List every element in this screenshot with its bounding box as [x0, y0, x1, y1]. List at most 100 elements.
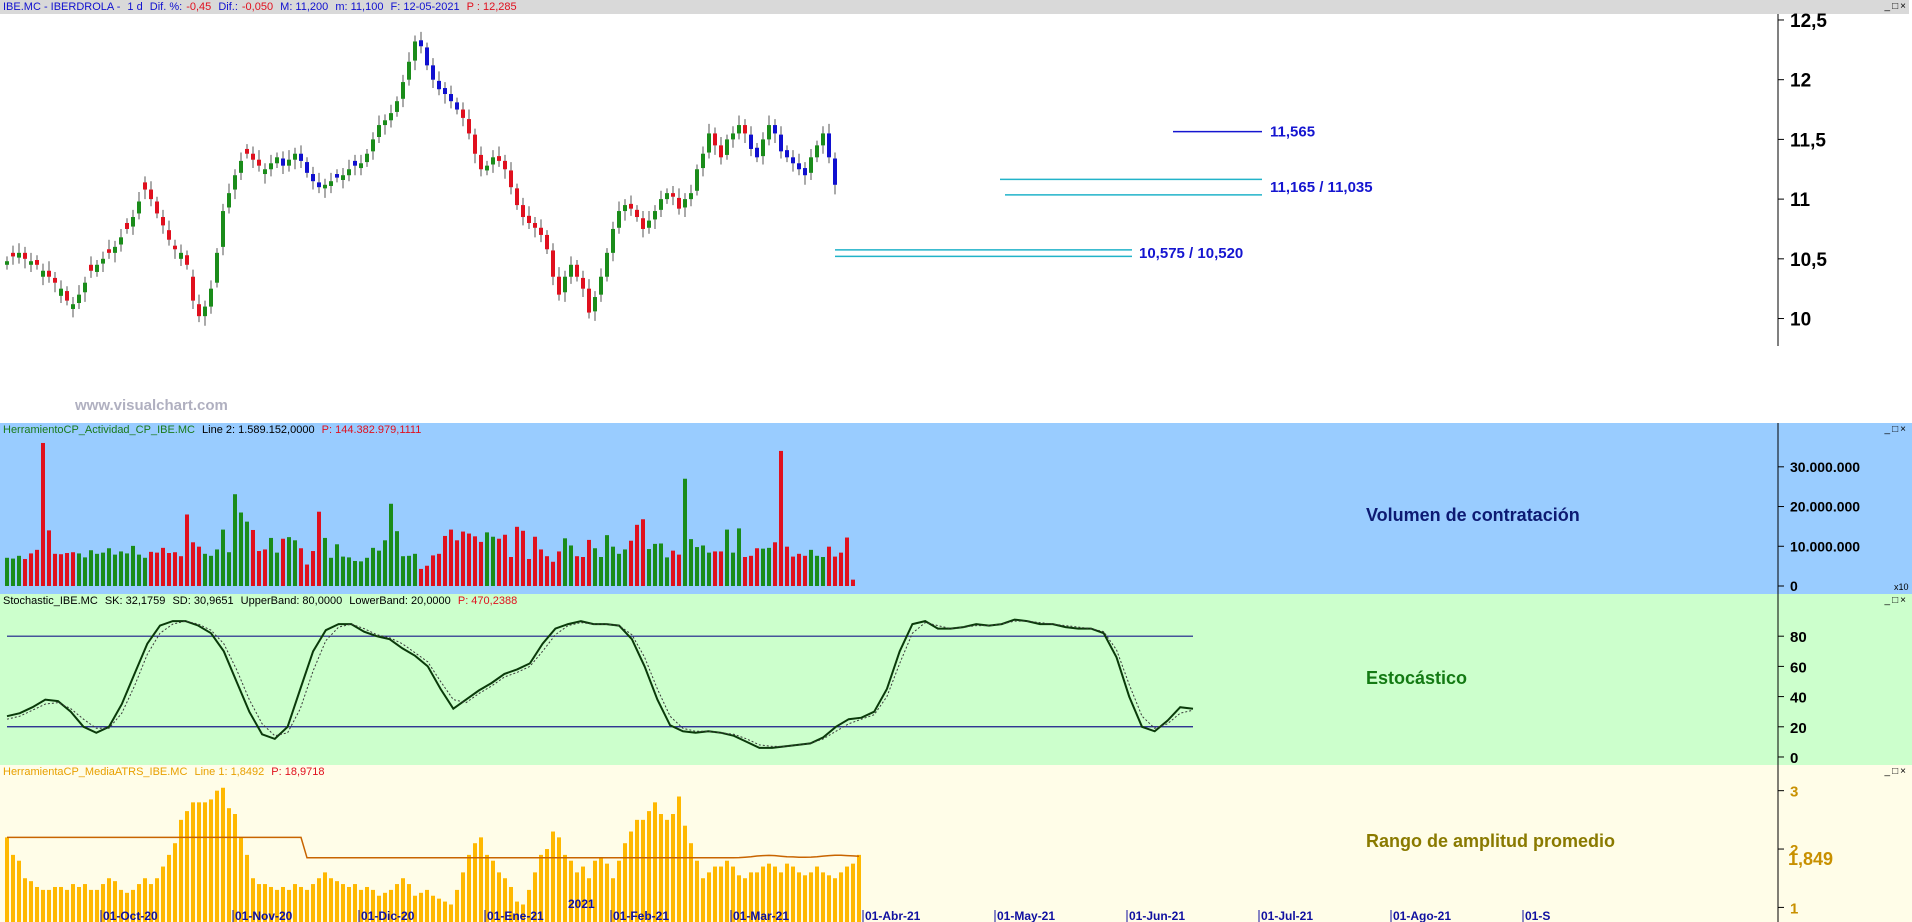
volume-bar: [767, 547, 771, 586]
candle-body: [329, 181, 333, 186]
volume-bar: [5, 557, 9, 586]
volume-bar: [167, 553, 171, 586]
candle-body: [509, 170, 513, 188]
level-label-low: 10,575 / 10,520: [1139, 245, 1243, 262]
volume-bar: [353, 560, 357, 586]
atr-bar: [497, 872, 501, 922]
volume-bar: [707, 552, 711, 586]
stochastic-p-value: P: 470,2388: [457, 595, 518, 607]
atr-bar: [593, 860, 597, 922]
stochastic-y-tick-label: 60: [1790, 659, 1807, 676]
atr-bar: [707, 872, 711, 922]
atr-bar: [149, 884, 153, 922]
atr-bar: [47, 889, 51, 922]
candle-body: [179, 252, 183, 259]
volume-bar: [203, 553, 207, 586]
atr-bar: [569, 860, 573, 922]
x-tick-label: 01-May-21: [997, 909, 1055, 922]
candle-body: [659, 199, 663, 210]
volume-bar: [779, 450, 783, 586]
atr-bar: [827, 875, 831, 922]
candle-body: [95, 264, 99, 272]
atr-bar: [53, 886, 57, 922]
volume-bar: [605, 535, 609, 586]
volume-bar: [221, 529, 225, 586]
candle-body: [347, 169, 351, 176]
atr-bar: [119, 889, 123, 922]
volume-bar: [389, 503, 393, 586]
candle-body: [593, 297, 597, 312]
volume-bar: [785, 546, 789, 586]
volume-bar: [413, 553, 417, 586]
atr-bar: [713, 866, 717, 922]
atr-bar: [167, 854, 171, 922]
candle-body: [689, 193, 693, 200]
volume-bar: [677, 554, 681, 586]
candle-body: [641, 218, 645, 229]
atr-bar: [539, 854, 543, 922]
atr-bar: [695, 860, 699, 922]
volume-bar: [407, 555, 411, 586]
atr-bar: [575, 872, 579, 922]
volume-bar: [311, 551, 315, 586]
atr-y-tick-label: 3: [1790, 784, 1798, 801]
atr-window-buttons[interactable]: _□×: [1884, 766, 1908, 777]
volume-bar: [653, 543, 657, 586]
x-tick-label: 01-Nov-20: [235, 909, 293, 922]
price-y-tick-label: 12,5: [1790, 11, 1827, 32]
candle-body: [521, 205, 525, 218]
volume-bar: [557, 551, 561, 586]
atr-bar: [299, 886, 303, 922]
candle-body: [677, 197, 681, 209]
volume-bar: [323, 537, 327, 586]
volume-window-buttons[interactable]: _□×: [1884, 424, 1908, 435]
volume-bar: [521, 530, 525, 586]
atr-bar: [155, 878, 159, 922]
volume-bar: [185, 514, 189, 586]
volume-bar: [641, 519, 645, 586]
atr-bar: [533, 872, 537, 922]
price-chart: 10 10,5 11 11,5 12 12,5 11,565 11,165 / 11,035 1…: [5, 11, 1827, 346]
volume-bar: [245, 521, 249, 586]
candle-body: [53, 277, 57, 283]
volume-panel: HerramientoCP_Actividad_CP_IBE.MC Line 2…: [0, 423, 1912, 594]
volume-bar: [443, 535, 447, 586]
atr-bar: [371, 889, 375, 922]
volume-bar: [425, 565, 429, 586]
candle-body: [701, 153, 705, 169]
atr-bar: [275, 889, 279, 922]
atr-header: HerramientaCP_MediaATRS_IBE.MC Line 1: 1…: [0, 765, 329, 779]
volume-bar: [527, 558, 531, 586]
atr-bar: [797, 872, 801, 922]
atr-bar: [503, 878, 507, 922]
price-window-buttons[interactable]: _□×: [1884, 1, 1908, 12]
candle-body: [503, 160, 507, 170]
atr-bar: [701, 878, 705, 922]
price-header: IBE.MC - IBERDROLA - 1 d Dif. %: -0,45 Di…: [0, 0, 1909, 14]
price-panel: IBE.MC - IBERDROLA - 1 d Dif. %: -0,45 Di…: [0, 0, 1912, 346]
atr-bar: [383, 892, 387, 922]
atr-bar: [359, 889, 363, 922]
volume-bar: [161, 547, 165, 586]
x-tick-label: 01-Ago-21: [1393, 909, 1451, 922]
atr-y-tick-label: 2: [1790, 842, 1798, 859]
candle-body: [803, 168, 807, 176]
candle-body: [287, 159, 291, 166]
candle-body: [473, 134, 477, 154]
volume-indicator-name: HerramientoCP_Actividad_CP_IBE.MC: [3, 424, 195, 436]
candle-body: [23, 252, 27, 259]
atr-bar: [419, 892, 423, 922]
stochastic-window-buttons[interactable]: _□×: [1884, 595, 1908, 606]
candle-body: [395, 101, 399, 112]
volume-bar: [317, 511, 321, 586]
price-y-tick-label: 10: [1790, 310, 1811, 331]
atr-bar: [461, 872, 465, 922]
volume-bar: [467, 533, 471, 586]
volume-bar: [701, 545, 705, 586]
atr-bar: [515, 901, 519, 922]
candle-body: [815, 145, 819, 158]
volume-bar: [659, 543, 663, 586]
volume-bar: [155, 552, 159, 586]
atr-bar: [221, 787, 225, 922]
x-tick-label: 01-Mar-21: [733, 909, 789, 922]
